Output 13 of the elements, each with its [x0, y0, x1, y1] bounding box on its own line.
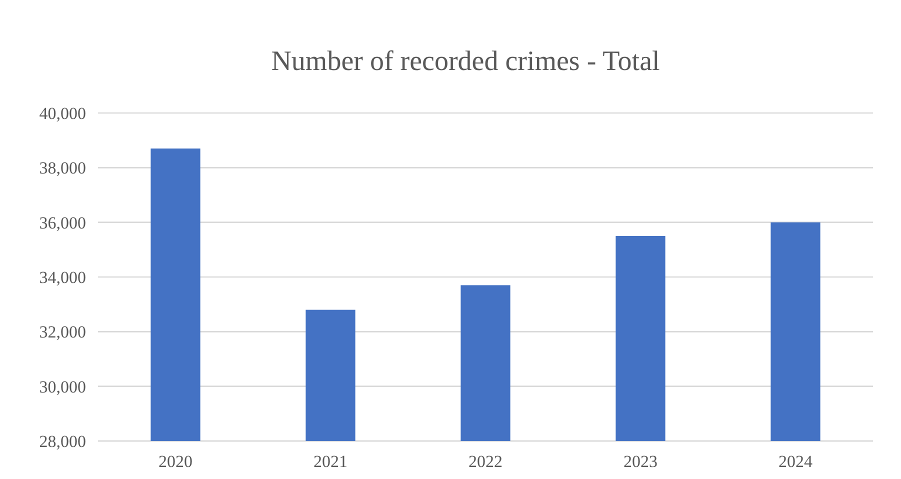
y-tick-label: 38,000 — [39, 158, 86, 178]
x-tick-label: 2024 — [778, 452, 813, 471]
y-tick-label: 30,000 — [39, 377, 86, 396]
y-tick-label: 32,000 — [39, 322, 86, 342]
x-tick-label: 2022 — [468, 452, 502, 471]
y-tick-label: 40,000 — [39, 104, 86, 123]
x-tick-label: 2020 — [158, 452, 192, 471]
chart-title: Number of recorded crimes - Total — [271, 46, 660, 77]
y-tick-label: 34,000 — [39, 268, 86, 287]
x-tick-label: 2023 — [624, 452, 658, 471]
x-tick-label: 2021 — [314, 452, 348, 471]
y-tick-label: 36,000 — [39, 213, 86, 232]
y-tick-label: 28,000 — [39, 432, 86, 451]
